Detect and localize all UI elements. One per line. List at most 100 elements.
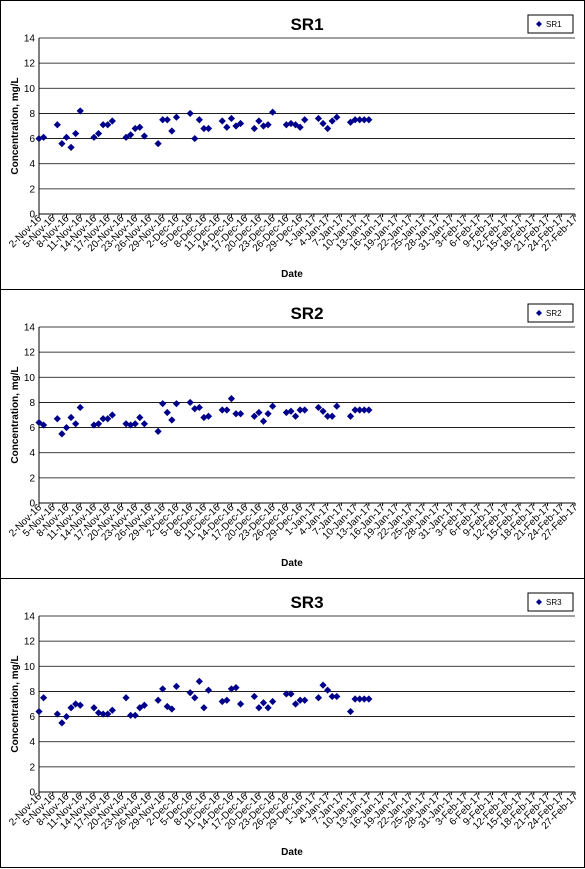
data-point	[76, 403, 84, 412]
y-tick-label: 4	[29, 737, 35, 748]
data-point	[314, 114, 323, 123]
data-point	[291, 121, 300, 129]
data-point	[296, 406, 304, 414]
data-point	[191, 134, 199, 143]
data-point	[99, 415, 107, 423]
data-point	[301, 406, 309, 414]
legend-label: SR2	[546, 309, 562, 318]
data-point	[35, 707, 43, 716]
data-point	[140, 420, 148, 428]
data-point	[223, 123, 231, 131]
data-point	[287, 690, 295, 698]
data-point	[90, 704, 98, 712]
data-point	[259, 699, 268, 707]
y-tick-label: 4	[29, 159, 35, 170]
data-point	[58, 140, 66, 148]
y-tick-label: 12	[24, 59, 36, 70]
data-point	[218, 406, 226, 414]
y-tick-label: 14	[24, 612, 36, 623]
data-point	[58, 719, 66, 727]
data-point	[186, 398, 194, 407]
legend: SR1	[527, 14, 574, 34]
data-point	[204, 686, 213, 694]
data-point	[319, 681, 327, 689]
data-point	[62, 133, 71, 141]
data-point	[204, 124, 213, 133]
chart-title: SR1	[290, 15, 323, 34]
data-point	[172, 682, 181, 690]
y-tick-label: 6	[29, 423, 35, 434]
data-point	[35, 418, 43, 427]
data-point	[186, 689, 194, 697]
data-point	[67, 143, 75, 151]
data-point	[333, 692, 341, 701]
data-point	[72, 129, 80, 138]
data-point	[108, 117, 116, 125]
data-point	[76, 701, 84, 709]
data-point	[360, 116, 368, 124]
data-point	[168, 127, 176, 135]
data-point	[291, 700, 300, 708]
data-point	[62, 712, 71, 721]
legend-marker	[536, 21, 542, 27]
data-point	[122, 694, 130, 702]
data-point	[250, 692, 258, 701]
data-point	[333, 402, 341, 410]
chart-title: SR2	[290, 304, 323, 323]
data-point	[360, 695, 368, 703]
data-point	[94, 129, 103, 138]
legend-box	[527, 14, 574, 34]
data-point	[136, 413, 144, 422]
data-point	[324, 686, 332, 694]
data-point	[136, 123, 144, 131]
data-point	[90, 133, 98, 141]
data-point	[195, 116, 203, 124]
data-point	[328, 412, 336, 420]
y-tick-label: 2	[29, 473, 35, 484]
y-tick-label: 6	[29, 134, 35, 145]
data-point	[154, 140, 162, 148]
data-point	[324, 124, 332, 133]
data-point	[108, 706, 116, 714]
data-point	[365, 116, 373, 124]
data-point	[301, 696, 309, 704]
y-tick-label: 14	[24, 323, 36, 334]
legend-box	[527, 592, 574, 612]
data-point	[356, 695, 364, 703]
data-point	[319, 119, 327, 128]
data-point	[172, 400, 181, 408]
data-point	[264, 704, 272, 712]
x-axis-title: Date	[281, 269, 303, 280]
data-point	[351, 406, 359, 414]
data-point	[99, 121, 107, 129]
data-point	[232, 410, 240, 418]
data-point	[67, 704, 75, 712]
y-tick-label: 8	[29, 109, 35, 120]
data-point	[191, 694, 199, 702]
data-point	[259, 417, 268, 425]
data-point	[351, 116, 359, 124]
data-point	[72, 420, 80, 428]
y-tick-label: 6	[29, 712, 35, 723]
data-point	[314, 694, 323, 702]
x-axis-title: Date	[281, 847, 303, 858]
chart-svg-sr1: SR1024681012142-Nov-165-Nov-168-Nov-1611…	[7, 14, 580, 280]
y-axis-title: Concentration, mg/L	[10, 77, 21, 174]
y-tick-label: 2	[29, 762, 35, 773]
data-point	[39, 133, 48, 141]
data-point	[67, 413, 75, 422]
data-point	[296, 123, 304, 131]
y-tick-label: 0	[29, 210, 35, 221]
legend-marker	[536, 310, 542, 316]
data-point	[163, 408, 171, 417]
data-point	[301, 116, 309, 124]
data-point	[360, 406, 368, 414]
data-point	[346, 412, 355, 420]
data-point	[172, 113, 181, 121]
legend-label: SR3	[546, 598, 562, 607]
y-tick-label: 12	[24, 348, 36, 359]
data-point	[346, 707, 355, 716]
legend: SR3	[527, 592, 574, 612]
data-point	[200, 124, 208, 133]
data-point	[236, 119, 245, 128]
